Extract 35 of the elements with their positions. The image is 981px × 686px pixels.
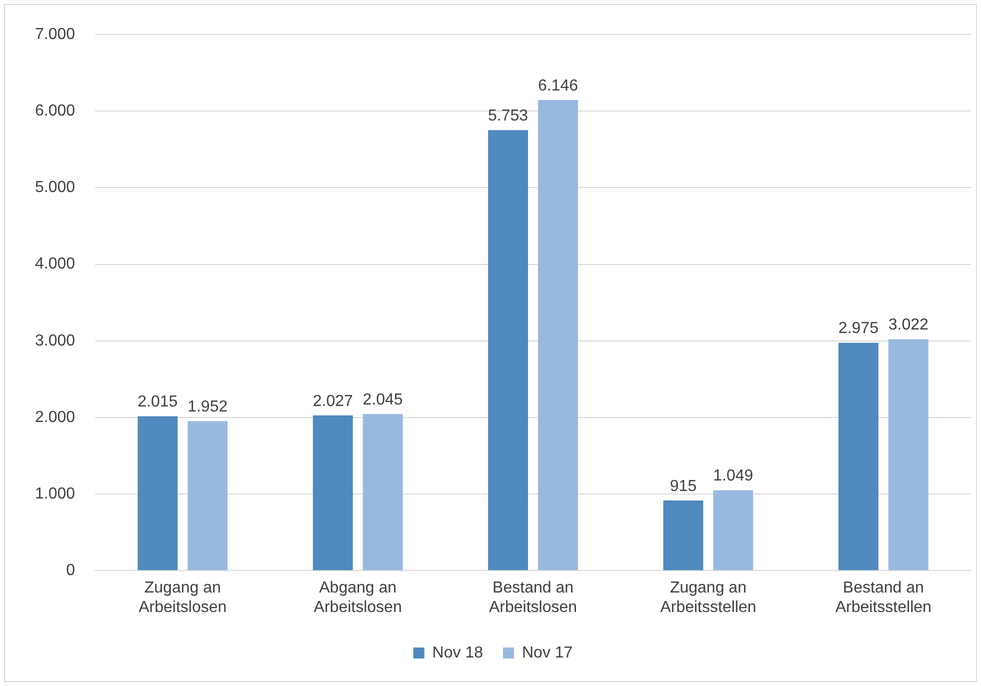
y-tick-label: 6.000 [34,102,76,120]
x-tick-label: Zugang an Arbeitsstellen [660,580,756,616]
data-label: 2.045 [362,391,403,408]
bar [838,342,878,570]
bar [888,339,928,570]
data-label: 5.753 [488,107,528,124]
bar [713,490,754,570]
bar [488,130,528,570]
y-tick-label: 7.000 [34,26,76,44]
data-label: 3.022 [888,316,928,334]
data-label: 2.015 [138,394,178,411]
y-tick-label: 5.000 [34,179,76,196]
x-tick-label: Bestand an Arbeitsstellen [835,580,932,616]
data-label: 1.049 [713,468,754,485]
data-label: 1.952 [188,398,228,416]
y-tick-label: 1.000 [34,485,76,502]
x-tick-label: Bestand an Arbeitslosen [488,580,578,616]
data-label: 2.027 [312,392,353,410]
y-tick-label: 3.000 [34,332,76,350]
data-label: 6.146 [538,77,578,94]
bar [663,500,704,570]
x-tick-label: Zugang an Arbeitslosen [138,580,227,616]
data-label: 915 [670,478,697,495]
bar [138,416,178,570]
bar [362,414,403,570]
legend-label: Nov 18 [432,644,484,662]
bar [188,421,228,570]
y-tick-label: 2.000 [34,408,76,426]
legend-label: Nov 17 [522,644,573,662]
x-tick-label: Abgang an Arbeitslosen [314,580,402,616]
y-tick-label: 4.000 [34,256,76,273]
bar [312,415,353,570]
bar [538,100,578,570]
y-tick-label: 0 [66,562,76,580]
data-label: 2.975 [838,320,879,338]
